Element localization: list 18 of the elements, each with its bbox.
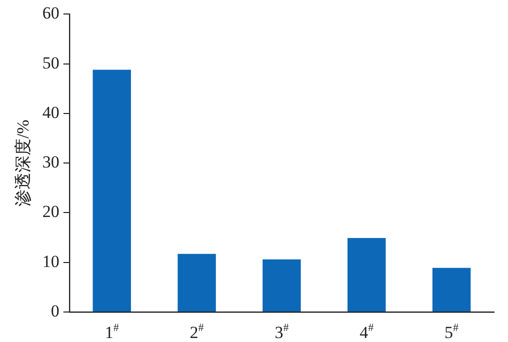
bar: [348, 238, 386, 312]
y-tick-label: 60: [42, 4, 60, 23]
y-tick-label: 40: [42, 102, 60, 122]
y-tick-label: 10: [42, 252, 60, 271]
bar: [432, 268, 471, 312]
bar: [178, 254, 216, 312]
y-tick-label: 0: [50, 301, 60, 320]
bar: [92, 70, 131, 312]
x-tick-label: 3#: [274, 322, 290, 342]
x-tick-label: 2#: [190, 322, 204, 342]
bar: [262, 259, 301, 312]
x-tick-label: 1#: [104, 322, 120, 342]
y-axis-title: 渗透深度/%: [14, 120, 33, 207]
y-tick-label: 50: [42, 53, 60, 72]
x-tick-label: 4#: [360, 322, 374, 342]
y-tick-label: 20: [42, 202, 60, 222]
x-tick-label: 5#: [444, 322, 460, 342]
y-tick-label: 30: [42, 152, 60, 172]
